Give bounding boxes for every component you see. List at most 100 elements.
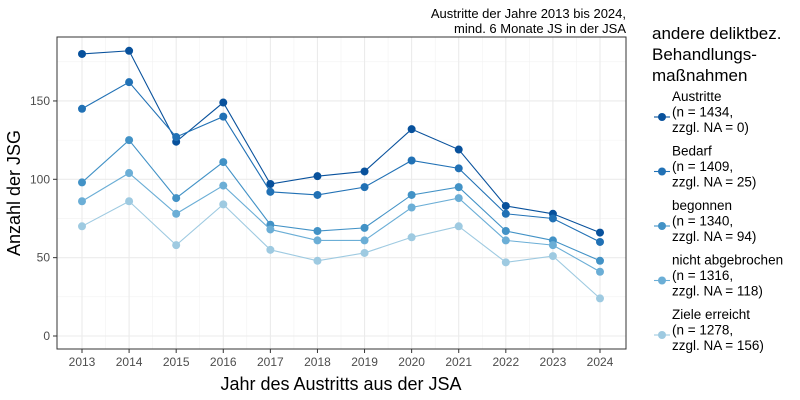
data-point [172,241,181,250]
data-point [219,158,228,167]
x-tick-label: 2022 [492,355,519,369]
data-point [501,236,510,245]
data-point [266,180,275,189]
legend-label: zzgl. NA = 94) [672,229,756,244]
data-point [266,245,275,254]
x-tick-label: 2019 [351,355,378,369]
y-axis-label: Anzahl der JSG [4,130,24,256]
legend-key-point [658,167,666,176]
data-point [596,294,604,303]
legend-label: (n = 1278, [672,323,733,338]
data-point [548,252,557,261]
data-point [548,214,557,223]
legend-label: (n = 1409, [672,159,733,174]
y-tick-label: 0 [43,329,50,343]
data-point [219,112,228,121]
legend-label: zzgl. NA = 0) [672,120,749,135]
data-point [360,183,369,192]
data-point [596,267,604,276]
data-point [172,209,181,218]
data-point [266,187,275,196]
data-point [596,228,604,237]
data-point [501,258,510,267]
y-tick-label: 150 [30,94,50,108]
legend-label: Bedarf [672,144,712,159]
legend-label: nicht abgebrochen [672,253,783,268]
data-point [360,167,369,176]
data-point [548,241,557,250]
data-point [360,248,369,257]
legend-title: andere deliktbez. [652,24,781,43]
data-point [266,225,275,234]
legend-key-point [658,331,666,339]
series-line-Bedarf [81,81,601,243]
data-point [313,227,322,236]
chart-subtitle: mind. 6 Monate JS in der JSA [454,21,626,36]
series-line-nicht-abgebrochen [81,172,601,273]
data-point [172,194,181,203]
legend-key-point [658,222,666,230]
data-point [78,49,86,58]
data-point [125,169,134,178]
data-point [219,181,228,190]
data-point [125,78,134,87]
x-tick-label: 2017 [257,355,284,369]
plot-border [56,36,627,350]
data-point [78,222,86,231]
data-point [125,46,134,55]
legend-label: Ziele erreicht [672,307,750,322]
series-line-begonnen [81,139,601,262]
y-tick-label: 50 [37,251,51,265]
x-axis-label: Jahr des Austritts aus der JSA [220,374,461,394]
data-point [313,236,322,245]
data-point [219,98,228,107]
data-point [407,156,416,165]
data-point [407,190,416,199]
x-tick-label: 2018 [304,355,331,369]
data-point [78,178,86,187]
data-point [407,125,416,134]
data-point [454,222,463,231]
data-point [125,197,134,206]
data-point [501,209,510,218]
data-point [501,227,510,236]
data-point [454,194,463,203]
data-point [596,237,604,246]
data-point [78,104,86,113]
data-point [313,256,322,265]
data-point [454,164,463,173]
legend-label: zzgl. NA = 25) [672,175,756,190]
legend-label: (n = 1434, [672,105,733,120]
legend-key-point [658,276,666,285]
legend-label: begonnen [672,198,732,213]
data-point [313,190,322,199]
data-point [313,172,322,181]
x-tick-label: 2024 [587,355,614,369]
legend-label: (n = 1316, [672,268,733,283]
legend-key-point [658,113,666,121]
legend-title: Behandlungs- [652,45,757,64]
series-line-Ziele-erreicht [81,200,601,299]
data-point [596,256,604,265]
data-point [454,183,463,192]
legend-label: (n = 1340, [672,214,733,229]
series-line-Austritte [81,50,601,234]
data-point [125,136,134,145]
data-point [78,197,86,206]
legend-label: zzgl. NA = 118) [672,284,763,299]
y-tick-label: 100 [30,172,50,186]
x-tick-label: 2015 [163,355,190,369]
data-point [360,236,369,245]
x-tick-label: 2016 [210,355,237,369]
legend-title: maßnahmen [652,66,747,85]
x-tick-label: 2020 [398,355,425,369]
data-point [407,203,416,212]
x-tick-label: 2023 [540,355,567,369]
legend-label: Austritte [672,89,722,104]
data-point [454,145,463,154]
data-point [407,233,416,242]
data-point [172,132,181,141]
x-tick-label: 2013 [69,355,96,369]
